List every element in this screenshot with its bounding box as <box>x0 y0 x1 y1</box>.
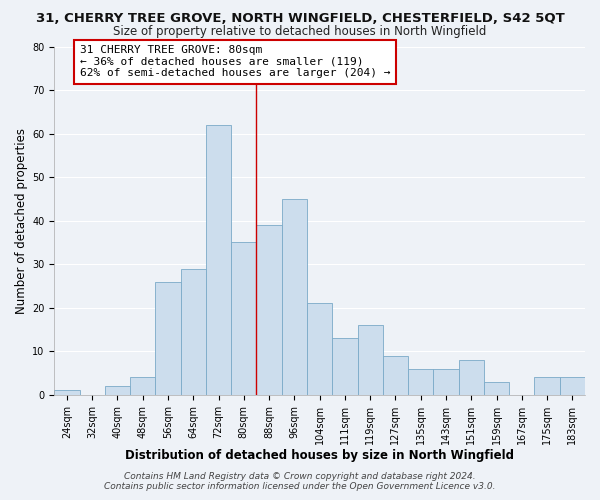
Bar <box>256 225 282 395</box>
Bar <box>282 199 307 395</box>
Bar <box>206 125 231 395</box>
Bar <box>155 282 181 395</box>
Bar <box>105 386 130 395</box>
Bar <box>332 338 358 395</box>
Bar <box>484 382 509 395</box>
Bar <box>358 325 383 395</box>
Bar <box>231 242 256 395</box>
Bar <box>433 368 458 395</box>
Text: 31, CHERRY TREE GROVE, NORTH WINGFIELD, CHESTERFIELD, S42 5QT: 31, CHERRY TREE GROVE, NORTH WINGFIELD, … <box>35 12 565 26</box>
Y-axis label: Number of detached properties: Number of detached properties <box>15 128 28 314</box>
Bar <box>383 356 408 395</box>
Text: Contains HM Land Registry data © Crown copyright and database right 2024.
Contai: Contains HM Land Registry data © Crown c… <box>104 472 496 491</box>
Bar <box>560 378 585 395</box>
Bar <box>54 390 80 395</box>
Text: Size of property relative to detached houses in North Wingfield: Size of property relative to detached ho… <box>113 25 487 38</box>
Text: 31 CHERRY TREE GROVE: 80sqm
← 36% of detached houses are smaller (119)
62% of se: 31 CHERRY TREE GROVE: 80sqm ← 36% of det… <box>80 45 390 78</box>
Bar <box>307 304 332 395</box>
Bar <box>535 378 560 395</box>
Bar <box>458 360 484 395</box>
Bar <box>181 268 206 395</box>
Bar <box>130 378 155 395</box>
X-axis label: Distribution of detached houses by size in North Wingfield: Distribution of detached houses by size … <box>125 450 514 462</box>
Bar <box>408 368 433 395</box>
